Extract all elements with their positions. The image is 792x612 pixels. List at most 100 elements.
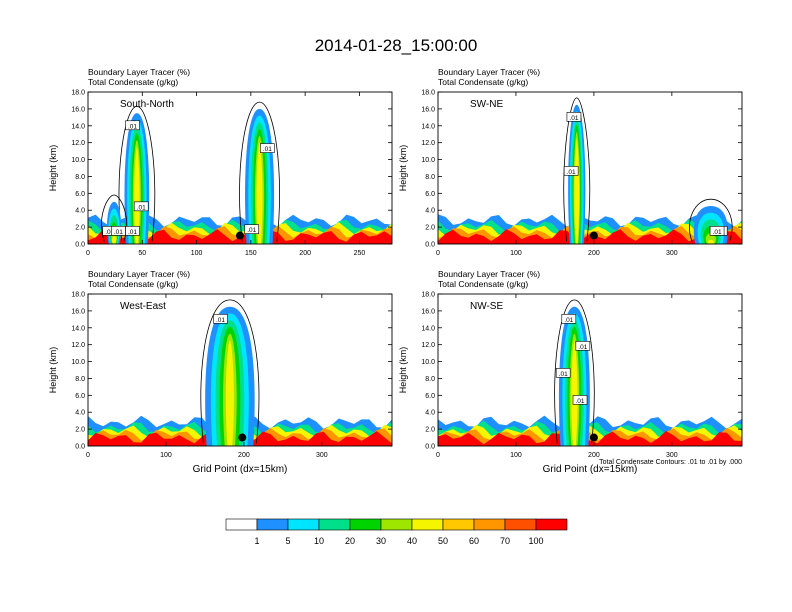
plume-layer — [134, 146, 140, 244]
x-tick-label: 300 — [316, 452, 328, 459]
y-tick-label: 10.0 — [421, 157, 435, 164]
y-tick-label: 16.0 — [421, 308, 435, 315]
contour-label: .01 — [105, 229, 114, 236]
x-tick-label: 200 — [238, 452, 250, 459]
y-tick-label: 18.0 — [71, 292, 85, 299]
panel-4: .01 .01 .01 .01 0.0 2.0 4.0 6.0 8.0 10.0 12.0 14.0 1… — [398, 269, 743, 475]
y-tick-label: 14.0 — [421, 325, 435, 332]
colorbar-label: 60 — [469, 536, 479, 546]
panel-label: South-North — [120, 99, 174, 110]
x-axis-label: Grid Point (dx=15km) — [193, 464, 288, 475]
x-tick-label: 100 — [160, 452, 172, 459]
y-tick-label: 16.0 — [71, 106, 85, 113]
tracer-field: .01.01.01.01 — [438, 299, 742, 446]
y-tick-label: 14.0 — [71, 325, 85, 332]
colorbar-label: 1 — [254, 536, 259, 546]
contour-label-box — [555, 368, 571, 378]
y-tick-label: 6.0 — [425, 393, 435, 400]
contour-label-box — [561, 314, 577, 324]
x-tick-label: 100 — [191, 250, 203, 257]
y-axis-label: Height (km) — [48, 145, 58, 192]
location-marker — [238, 433, 247, 442]
condensate-contour — [101, 194, 128, 242]
contour-label-box — [244, 224, 260, 234]
contour-label: .01 — [216, 317, 225, 324]
x-tick-label: 50 — [138, 250, 146, 257]
y-tick-label: 2.0 — [425, 427, 435, 434]
colorbar-swatch — [287, 518, 320, 531]
y-tick-label: 12.0 — [421, 140, 435, 147]
tracer-field: .01.01.01.01 — [438, 97, 742, 244]
colorbar-label: 5 — [285, 536, 290, 546]
panel-label: NW-SE — [470, 301, 503, 312]
colorbar: 1 5 10 20 30 40 50 60 70 100 — [225, 518, 568, 546]
colorbar-label: 10 — [314, 536, 324, 546]
plot-frame — [437, 293, 743, 447]
x-tick-label: 300 — [666, 250, 678, 257]
panel-2: .01.01.01.010.02.04.06.08.010.012.014.01… — [398, 67, 743, 257]
contour-label-box — [260, 143, 275, 153]
y-tick-label: 4.0 — [75, 410, 85, 417]
condensate-contour — [554, 299, 595, 444]
footnote: Total Condensate Contours: .01 to .01 by… — [599, 459, 742, 466]
contour-label: .01 — [128, 229, 137, 236]
panel-title-line1: Boundary Layer Tracer (%) — [88, 269, 190, 279]
y-axis-label: Height (km) — [398, 145, 408, 192]
x-tick-label: 0 — [86, 452, 90, 459]
bl-band — [88, 229, 392, 244]
bl-band — [438, 229, 742, 244]
panel-label: West-East — [120, 301, 166, 312]
colorbar-swatch — [473, 518, 506, 531]
y-tick-label: 2.0 — [75, 427, 85, 434]
condensate-contour — [563, 97, 591, 242]
plot-frame — [87, 91, 393, 245]
y-tick-label: 0.0 — [425, 242, 435, 249]
contour-label-box — [133, 201, 149, 212]
panel-title-line2: Total Condensate (g/kg) — [438, 77, 528, 87]
plume-layer — [571, 340, 578, 446]
colorbar-swatch — [411, 518, 444, 531]
colorbar-swatch — [225, 518, 258, 531]
location-marker — [236, 231, 244, 240]
condensate-contour — [239, 101, 280, 242]
y-tick-label: 4.0 — [425, 208, 435, 215]
contour-label: .01 — [263, 146, 272, 153]
y-tick-label: 2.0 — [75, 225, 85, 232]
y-tick-label: 4.0 — [425, 410, 435, 417]
tracer-field: .01 — [88, 299, 392, 446]
contour-label-box — [125, 226, 140, 236]
y-tick-label: 6.0 — [75, 191, 85, 198]
location-marker — [589, 231, 598, 240]
colorbar-label: 40 — [407, 536, 417, 546]
colorbar-swatch — [318, 518, 351, 531]
y-tick-label: 12.0 — [71, 342, 85, 349]
y-tick-label: 6.0 — [75, 393, 85, 400]
x-tick-label: 200 — [588, 250, 600, 257]
y-tick-label: 8.0 — [425, 174, 435, 181]
y-tick-label: 6.0 — [425, 191, 435, 198]
y-tick-label: 12.0 — [421, 342, 435, 349]
y-tick-label: 18.0 — [421, 90, 435, 97]
panel-title-line2: Total Condensate (g/kg) — [438, 279, 528, 289]
y-tick-label: 8.0 — [75, 174, 85, 181]
y-tick-label: 0.0 — [75, 242, 85, 249]
y-tick-label: 4.0 — [75, 208, 85, 215]
contour-label-box — [213, 314, 228, 324]
y-tick-label: 16.0 — [71, 308, 85, 315]
colorbar-label: 100 — [528, 536, 543, 546]
contour-label-box — [563, 166, 579, 176]
y-tick-label: 10.0 — [421, 359, 435, 366]
tracer-field: .01.01.01.01.01.01.01 — [88, 101, 392, 244]
condensate-contour — [118, 105, 156, 242]
y-tick-label: 18.0 — [71, 90, 85, 97]
colorbar-swatch — [380, 518, 413, 531]
panel-title-line1: Boundary Layer Tracer (%) — [88, 67, 190, 77]
contour-label: .01 — [567, 169, 576, 176]
plume-layer — [111, 235, 117, 244]
contour-label: .01 — [247, 227, 256, 234]
y-axis-label: Height (km) — [48, 347, 58, 394]
plume-layer — [574, 138, 580, 244]
panel-title-line1: Boundary Layer Tracer (%) — [438, 269, 540, 279]
colorbar-label: 70 — [500, 536, 510, 546]
